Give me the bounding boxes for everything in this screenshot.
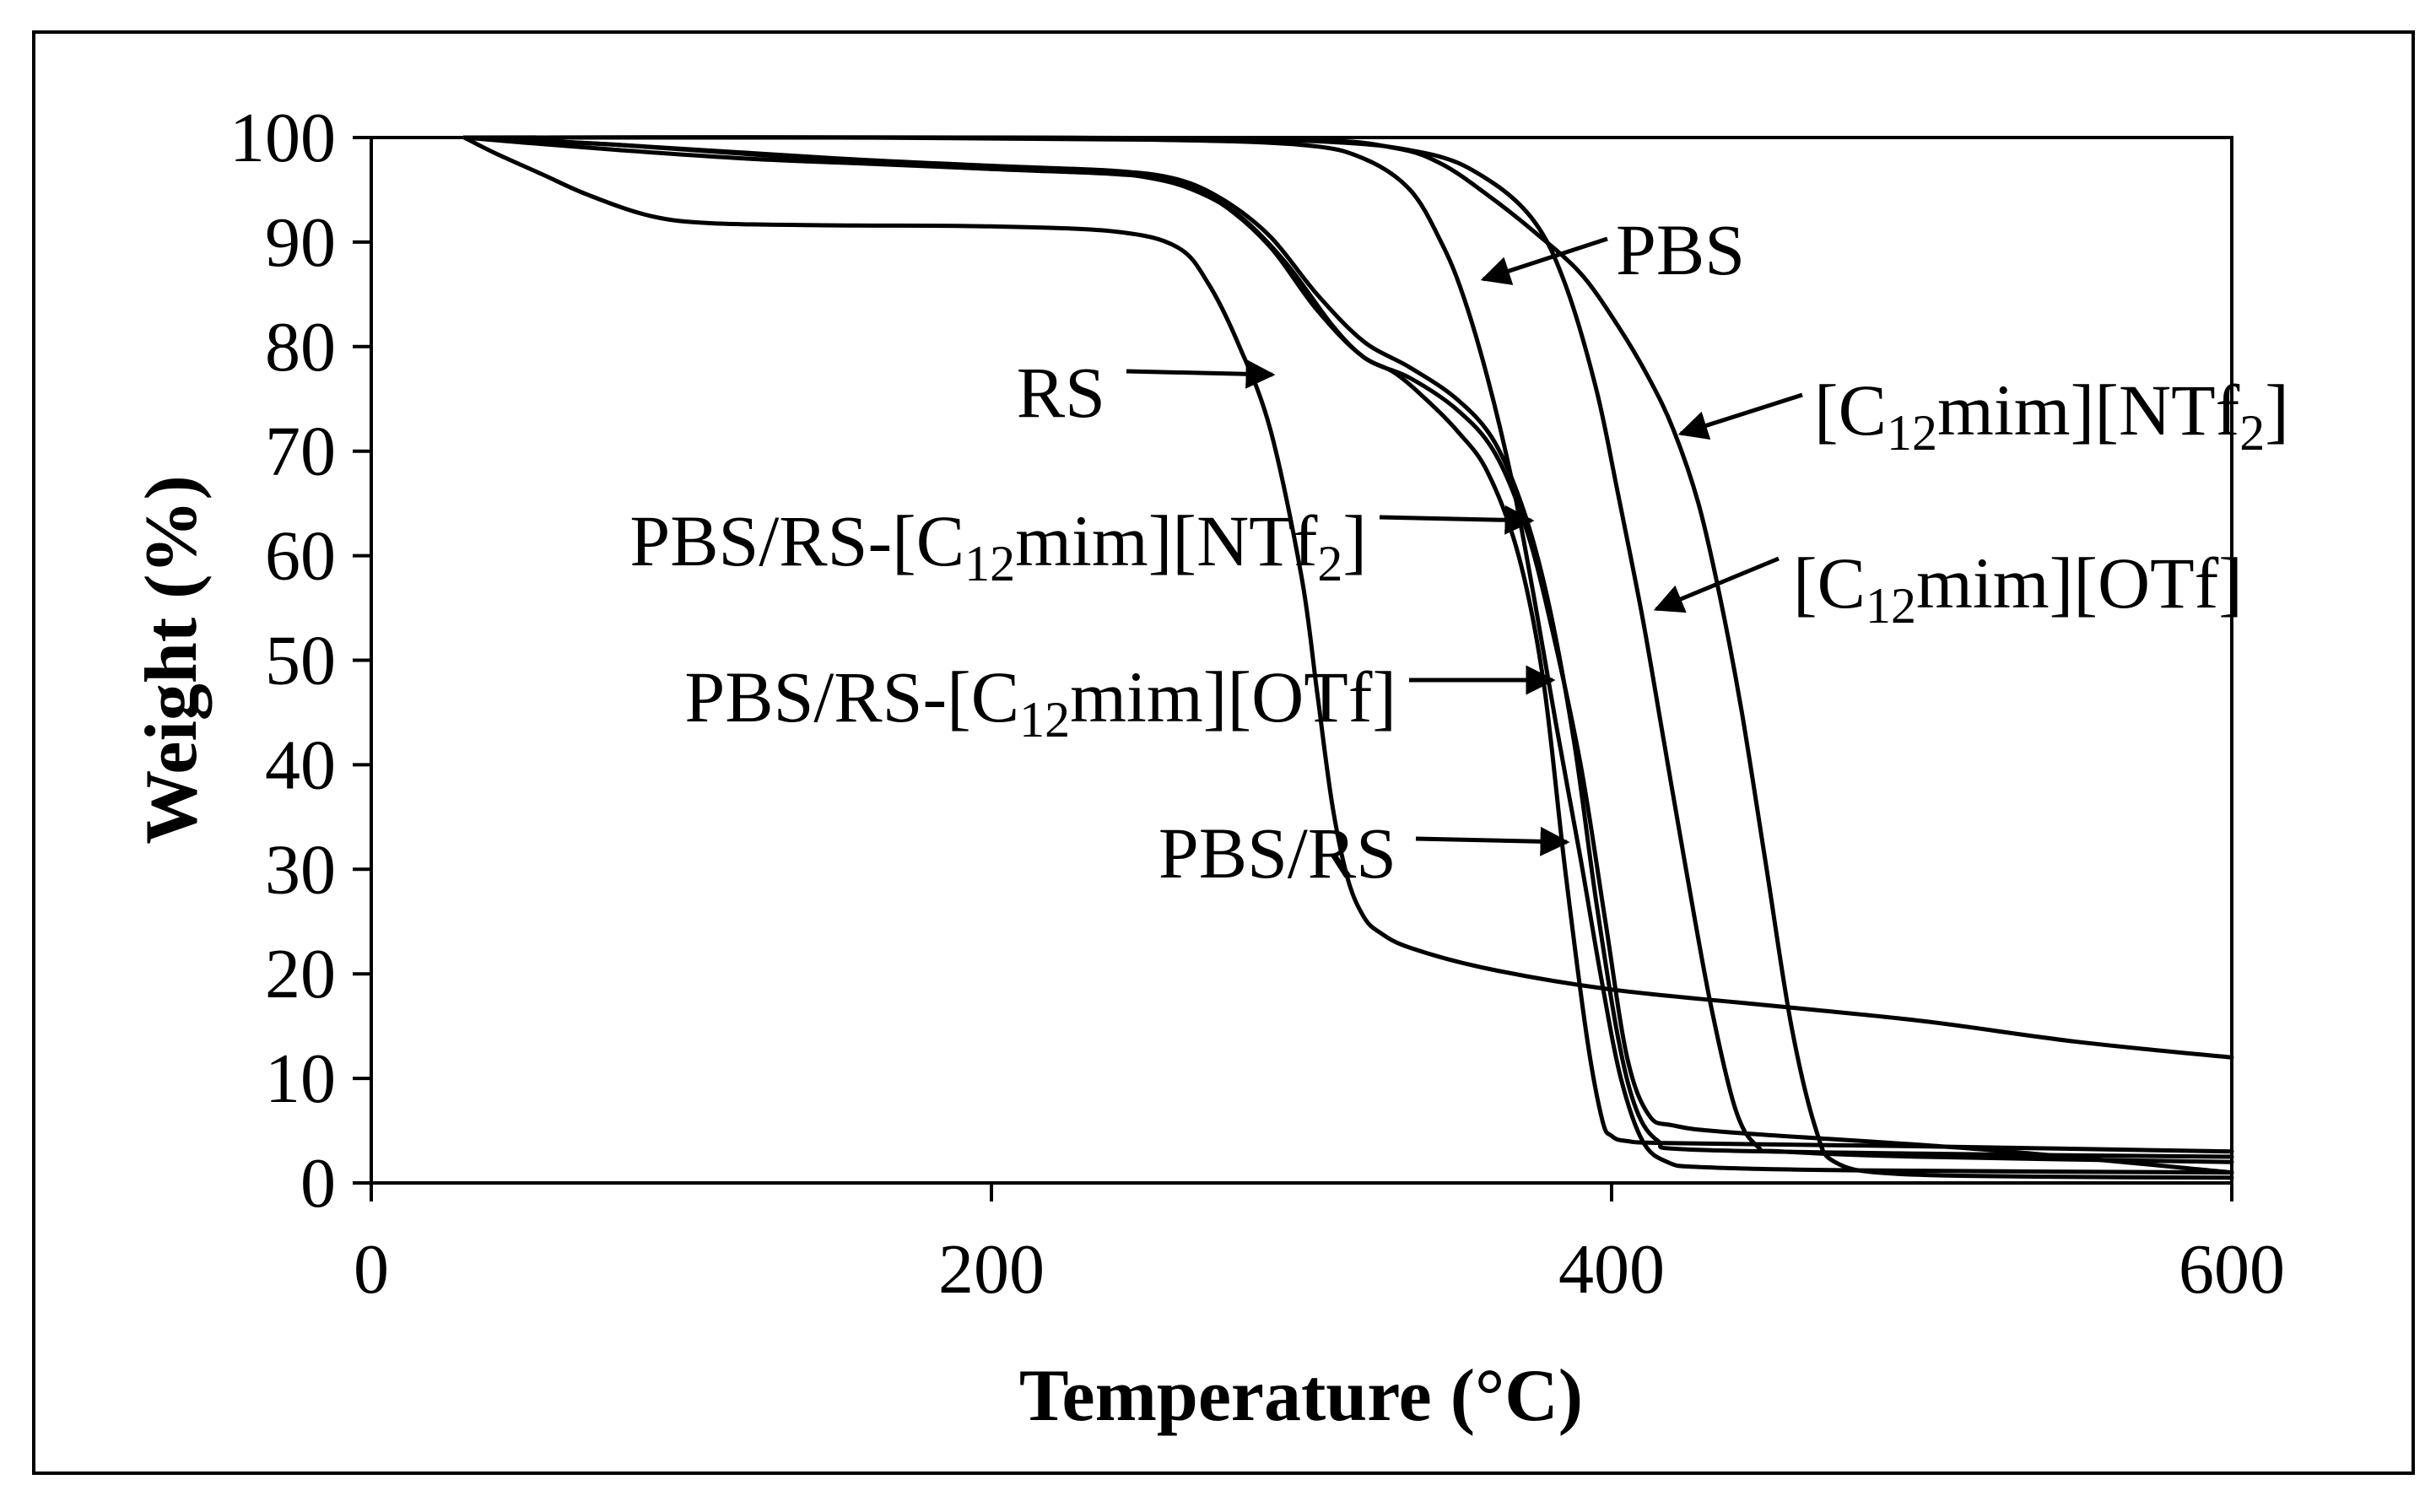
y-tick-label: 0 [300,1144,336,1223]
label-text: PBS/RS-[C [684,656,1019,737]
subscript: 12 [964,536,1015,591]
subscript: 12 [1887,405,1937,461]
subscript: 12 [1866,578,1916,634]
label-text: mim][OTf] [1916,543,2243,624]
annotation-label-pbs-rs-otf: PBS/RS-[C12mim][OTf] [684,656,1396,748]
data-series [462,135,2234,1180]
y-tick-label: 50 [265,622,336,700]
x-tick-label: 400 [1558,1230,1665,1309]
label-text: PBS/RS-[C [629,500,964,581]
subscript: 2 [1317,536,1342,591]
y-tick-label: 100 [230,99,336,177]
y-tick-label: 70 [265,413,336,491]
series-line-pbs [462,135,2234,1175]
y-tick-label: 30 [265,830,336,909]
x-tick-label: 200 [938,1230,1045,1309]
label-text: mim][OTf] [1070,656,1396,737]
chart-outer-border [32,30,2415,1475]
y-tick-label: 40 [265,726,336,804]
y-tick-label: 10 [265,1040,336,1118]
annotation-arrow-c12mim-ntf2 [1677,392,1803,440]
label-text: [C [1814,370,1887,451]
x-tick-label: 0 [354,1230,389,1309]
label-text: PBS [1616,209,1745,290]
series-line-rs [462,135,2234,1060]
annotation-label-pbs: PBS [1616,209,1745,290]
y-tick-label: 20 [265,935,336,1013]
y-tick-label: 80 [265,308,336,386]
label-text: [C [1793,543,1866,624]
label-text: RS [1017,352,1105,433]
annotation-arrow-pbs [1480,236,1608,285]
annotation-label-c12mim-ntf2: [C12mim][NTf2] [1814,370,2289,461]
series-line-pbs-rs [462,135,2234,1154]
annotation-label-pbs-rs-ntf2: PBS/RS-[C12mim][NTf2] [629,500,1367,591]
series-line-c12mim-ntf2 [462,135,2234,1180]
subscript: 2 [2239,405,2265,461]
y-tick-label: 60 [265,517,336,596]
y-axis-title: Weight (%) [131,475,213,845]
annotation-arrow-pbs-rs [1415,826,1570,856]
x-tick-label: 600 [2179,1230,2285,1309]
label-text: mim][NTf [1937,370,2240,451]
annotation-arrow-pbs-rs-ntf2 [1379,505,1535,535]
series-line-pbs-rs-c12mim-otf [462,135,2234,1159]
y-tick-label: 90 [265,203,336,282]
label-text: ] [2265,370,2289,451]
annotation-arrow-rs [1126,359,1276,389]
axis-ticks: 0 10 20 30 40 50 60 70 80 90 100 0 200 400 600 [230,99,2285,1309]
annotations: PBS[C12mim][NTf2][C12mim][OTf]RSPBS/RS-[… [629,209,2289,894]
annotation-label-rs: RS [1017,352,1105,433]
x-axis-title: Temperature (°C) [1019,1355,1583,1437]
annotation-label-pbs-rs: PBS/RS [1158,813,1396,894]
series-line-pbs-rs-c12mim-ntf2 [462,135,2234,1175]
annotation-label-c12mim-otf: [C12mim][OTf] [1793,543,2243,634]
label-text: mim][NTf [1015,500,1318,581]
label-text: ] [1342,500,1367,581]
label-text: PBS/RS [1158,813,1396,894]
subscript: 12 [1019,692,1070,748]
series-line-c12mim-otf [462,135,2234,1164]
annotation-arrow-c12mim-otf [1653,556,1780,613]
